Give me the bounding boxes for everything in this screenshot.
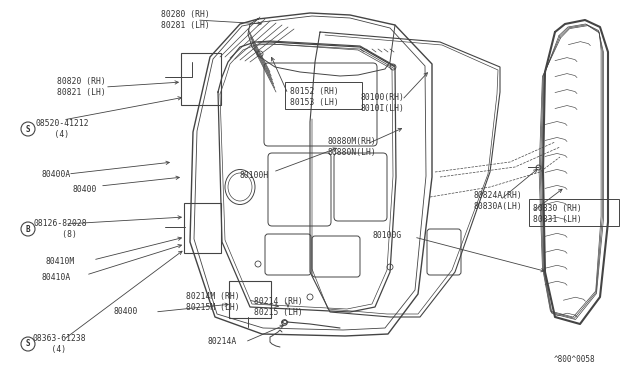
Text: S: S [26, 125, 30, 134]
Text: ^800^0058: ^800^0058 [554, 356, 595, 365]
Text: 80830 (RH)
80831 (LH): 80830 (RH) 80831 (LH) [533, 204, 582, 224]
Text: 80100G: 80100G [373, 231, 403, 240]
Text: 08126-82028
      (8): 08126-82028 (8) [33, 219, 86, 239]
Text: 80214 (RH)
80215 (LH): 80214 (RH) 80215 (LH) [254, 297, 303, 317]
Text: 08363-61238
    (4): 08363-61238 (4) [32, 334, 86, 354]
Text: 80152 (RH)
80153 (LH): 80152 (RH) 80153 (LH) [290, 87, 339, 107]
Text: 80100(RH)
8010I(LH): 80100(RH) 8010I(LH) [361, 93, 405, 113]
Text: 80214M (RH)
80215M (LH): 80214M (RH) 80215M (LH) [186, 292, 239, 312]
Text: 80880M(RH)
80880N(LH): 80880M(RH) 80880N(LH) [328, 137, 377, 157]
Text: 80820 (RH)
80821 (LH): 80820 (RH) 80821 (LH) [57, 77, 106, 97]
Text: 80400A: 80400A [41, 170, 70, 179]
Text: 80410M: 80410M [45, 257, 74, 266]
Text: S: S [26, 340, 30, 349]
Text: B: B [26, 224, 30, 234]
Text: 80410A: 80410A [41, 273, 70, 282]
Text: 80824A(RH)
80830A(LH): 80824A(RH) 80830A(LH) [474, 191, 523, 211]
Text: 80214A: 80214A [208, 337, 237, 346]
Text: 08520-41212
    (4): 08520-41212 (4) [35, 119, 88, 139]
Text: 80400: 80400 [72, 185, 97, 193]
Text: 80400: 80400 [113, 308, 138, 317]
Text: 80280 (RH)
80281 (LH): 80280 (RH) 80281 (LH) [161, 10, 210, 30]
Text: 80100H: 80100H [240, 170, 269, 180]
